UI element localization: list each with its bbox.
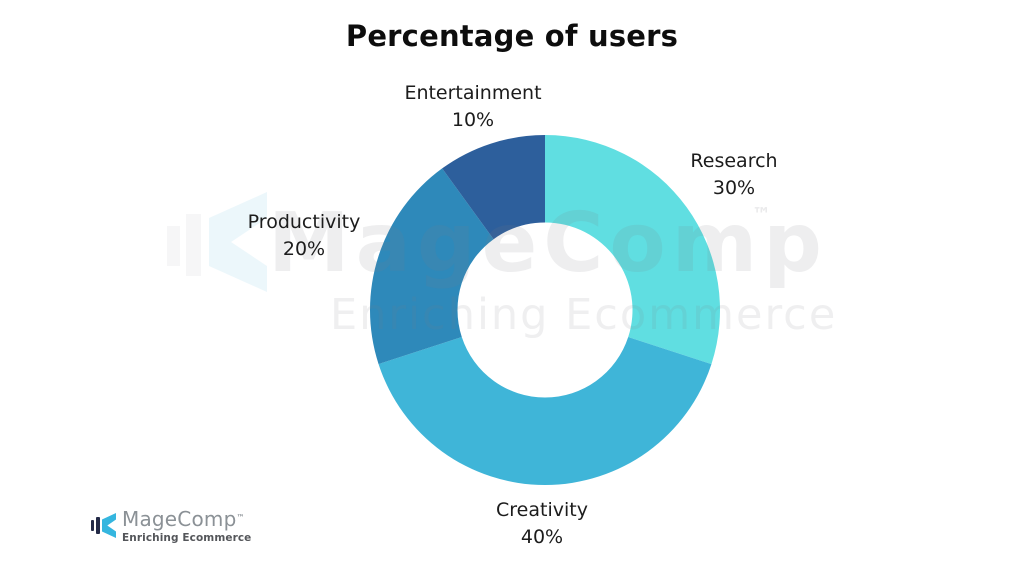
watermark-logo-bar (167, 226, 180, 266)
slice-value: 10% (451, 109, 495, 131)
slice-label-research: Research 30% (624, 148, 844, 201)
chart-title: Percentage of users (345, 19, 679, 53)
donut-slice-research (545, 135, 720, 365)
slice-value: 20% (282, 238, 326, 260)
slice-value: 30% (712, 177, 756, 199)
donut-chart-svg (370, 135, 720, 485)
logo-bar-icon (91, 520, 94, 531)
logo-brand-text: MageComp™ (122, 507, 251, 531)
magecomp-logo-icon (90, 512, 117, 539)
slice-label-creativity: Creativity 40% (432, 497, 652, 550)
donut-slice-productivity (370, 168, 494, 365)
magecomp-logo: MageComp™ Enriching Ecommerce (90, 507, 251, 544)
slice-name: Research (690, 150, 778, 172)
slice-label-entertainment: Entertainment 10% (363, 80, 583, 133)
logo-tagline-text: Enriching Ecommerce (122, 532, 252, 544)
logo-trademark-symbol: ™ (236, 513, 245, 522)
donut-chart (370, 135, 720, 485)
donut-slice-entertainment (442, 135, 545, 240)
logo-bar-icon (96, 517, 100, 534)
slice-value: 40% (520, 526, 564, 548)
donut-slice-creativity (378, 337, 712, 485)
slice-label-productivity: Productivity 20% (194, 209, 414, 262)
slice-name: Entertainment (404, 82, 542, 104)
slice-name: Creativity (496, 499, 588, 521)
watermark-trademark-symbol: ™ (752, 204, 771, 226)
logo-brand-name: MageComp (122, 507, 237, 531)
logo-arrow-icon (102, 513, 116, 538)
slice-name: Productivity (247, 211, 361, 233)
